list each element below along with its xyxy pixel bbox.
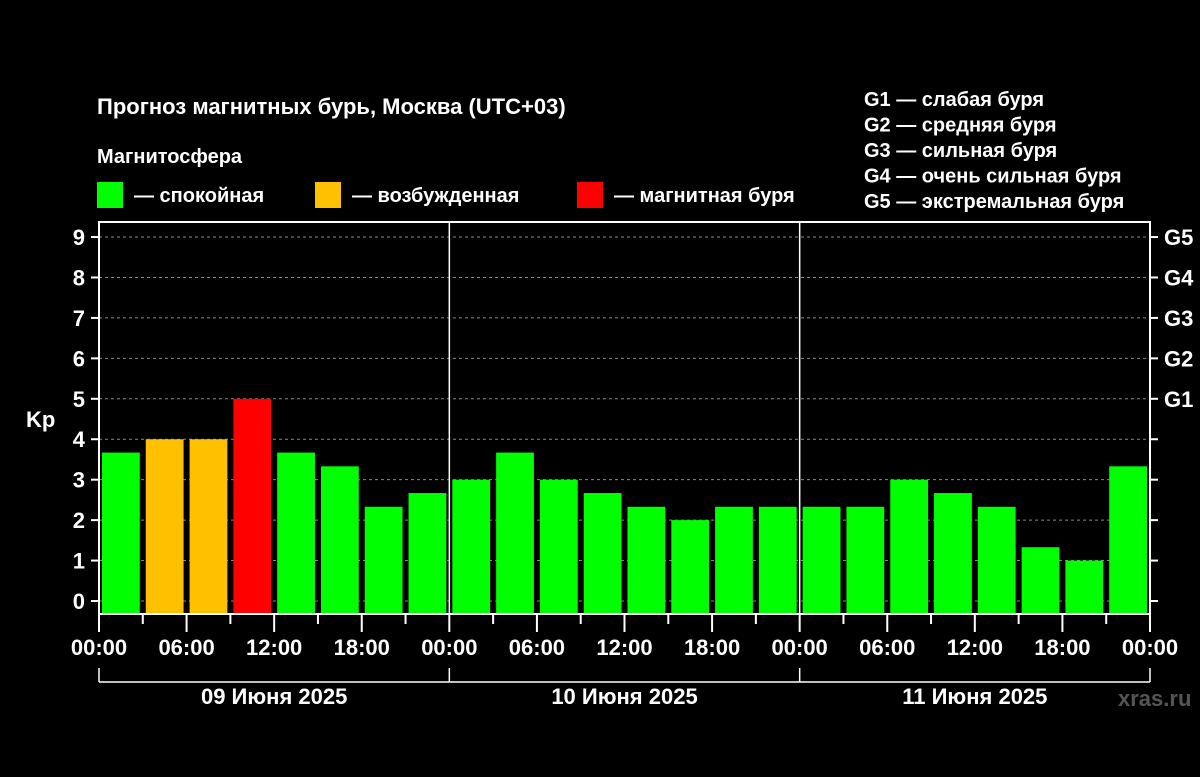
kp-bar <box>233 398 272 614</box>
storm-scale-item: G5 — экстремальная буря <box>864 191 1124 213</box>
right-tick-label: G3 <box>1164 306 1193 331</box>
x-tick-label: 00:00 <box>421 635 477 660</box>
x-tick-label: 18:00 <box>1034 635 1090 660</box>
kp-bar <box>277 452 315 614</box>
kp-bar <box>583 493 622 614</box>
plot-area: 0 1 2 3 4 5 6 7 8 9 G1 G2 G3 G4 G5 00:00 06:00 12:00 18:00… <box>71 221 1194 709</box>
y-tick-label: 5 <box>73 387 85 412</box>
kp-bar <box>627 506 666 614</box>
x-tick-label: 06:00 <box>509 635 565 660</box>
kp-bar <box>671 520 710 614</box>
legend-swatch <box>97 182 123 208</box>
x-tick-label: 00:00 <box>772 635 828 660</box>
day-label: 11 Июня 2025 <box>902 684 1047 709</box>
kp-bar <box>934 493 972 614</box>
storm-scale-item: G1 — слабая буря <box>864 89 1044 111</box>
kp-bar <box>408 493 447 614</box>
x-tick-label: 18:00 <box>684 635 740 660</box>
right-tick-label: G2 <box>1164 346 1193 371</box>
y-tick-label: 7 <box>73 306 85 331</box>
y-axis-label: Kp <box>26 407 55 432</box>
x-tick-label: 06:00 <box>859 635 915 660</box>
y-tick-label: 3 <box>73 468 85 493</box>
y-tick-label: 0 <box>73 589 85 614</box>
legend-swatch <box>315 182 341 208</box>
day-label: 09 Июня 2025 <box>201 684 347 709</box>
kp-bar <box>364 506 403 614</box>
kp-bar <box>758 506 797 614</box>
legend-label: — спокойная <box>134 185 264 207</box>
legend-label: — магнитная буря <box>614 185 795 207</box>
chart-title: Прогноз магнитных бурь, Москва (UTC+03) <box>97 94 566 119</box>
kp-bar <box>890 479 929 614</box>
right-tick-label: G1 <box>1164 387 1193 412</box>
x-tick-label: 00:00 <box>71 635 127 660</box>
x-tick-label: 00:00 <box>1122 635 1178 660</box>
kp-bar <box>715 506 753 614</box>
legend-title: Магнитосфера <box>97 146 243 168</box>
kp-bar <box>189 439 228 614</box>
x-tick-label: 18:00 <box>334 635 390 660</box>
x-tick-label: 12:00 <box>246 635 302 660</box>
kp-bar <box>802 506 841 614</box>
right-tick-label: G4 <box>1164 265 1194 290</box>
legend-swatch <box>577 182 603 208</box>
x-tick-label: 06:00 <box>158 635 214 660</box>
kp-bar <box>539 479 578 614</box>
storm-scale-legend: G1 — слабая буря G2 — средняя буря G3 — си… <box>864 89 1124 213</box>
storm-scale-item: G4 — очень сильная буря <box>864 166 1122 188</box>
y-tick-label: 4 <box>73 427 86 452</box>
y-tick-label: 8 <box>73 265 85 290</box>
legend-label: — возбужденная <box>352 185 519 207</box>
kp-bar <box>1021 547 1060 614</box>
legend: — спокойная — возбужденная — магнитная бур… <box>97 182 795 208</box>
kp-bar <box>145 439 184 614</box>
kp-bar <box>1109 466 1147 614</box>
y-tick-label: 6 <box>73 346 85 371</box>
y-tick-label: 9 <box>73 225 85 250</box>
x-tick-label: 12:00 <box>596 635 652 660</box>
kp-bar <box>102 452 140 614</box>
kp-bar <box>977 506 1016 614</box>
x-tick-label: 12:00 <box>947 635 1003 660</box>
right-tick-label: G5 <box>1164 225 1193 250</box>
y-tick-label: 2 <box>73 508 85 533</box>
storm-scale-item: G2 — средняя буря <box>864 115 1057 137</box>
kp-bar <box>452 479 491 614</box>
y-tick-label: 1 <box>73 549 85 574</box>
storm-scale-item: G3 — сильная буря <box>864 140 1057 162</box>
kp-bar <box>320 466 359 614</box>
day-label: 10 Июня 2025 <box>551 684 697 709</box>
kp-bar <box>846 506 885 614</box>
kp-bar <box>496 452 534 614</box>
kp-bar <box>1065 560 1104 614</box>
watermark: xras.ru <box>1118 686 1191 711</box>
